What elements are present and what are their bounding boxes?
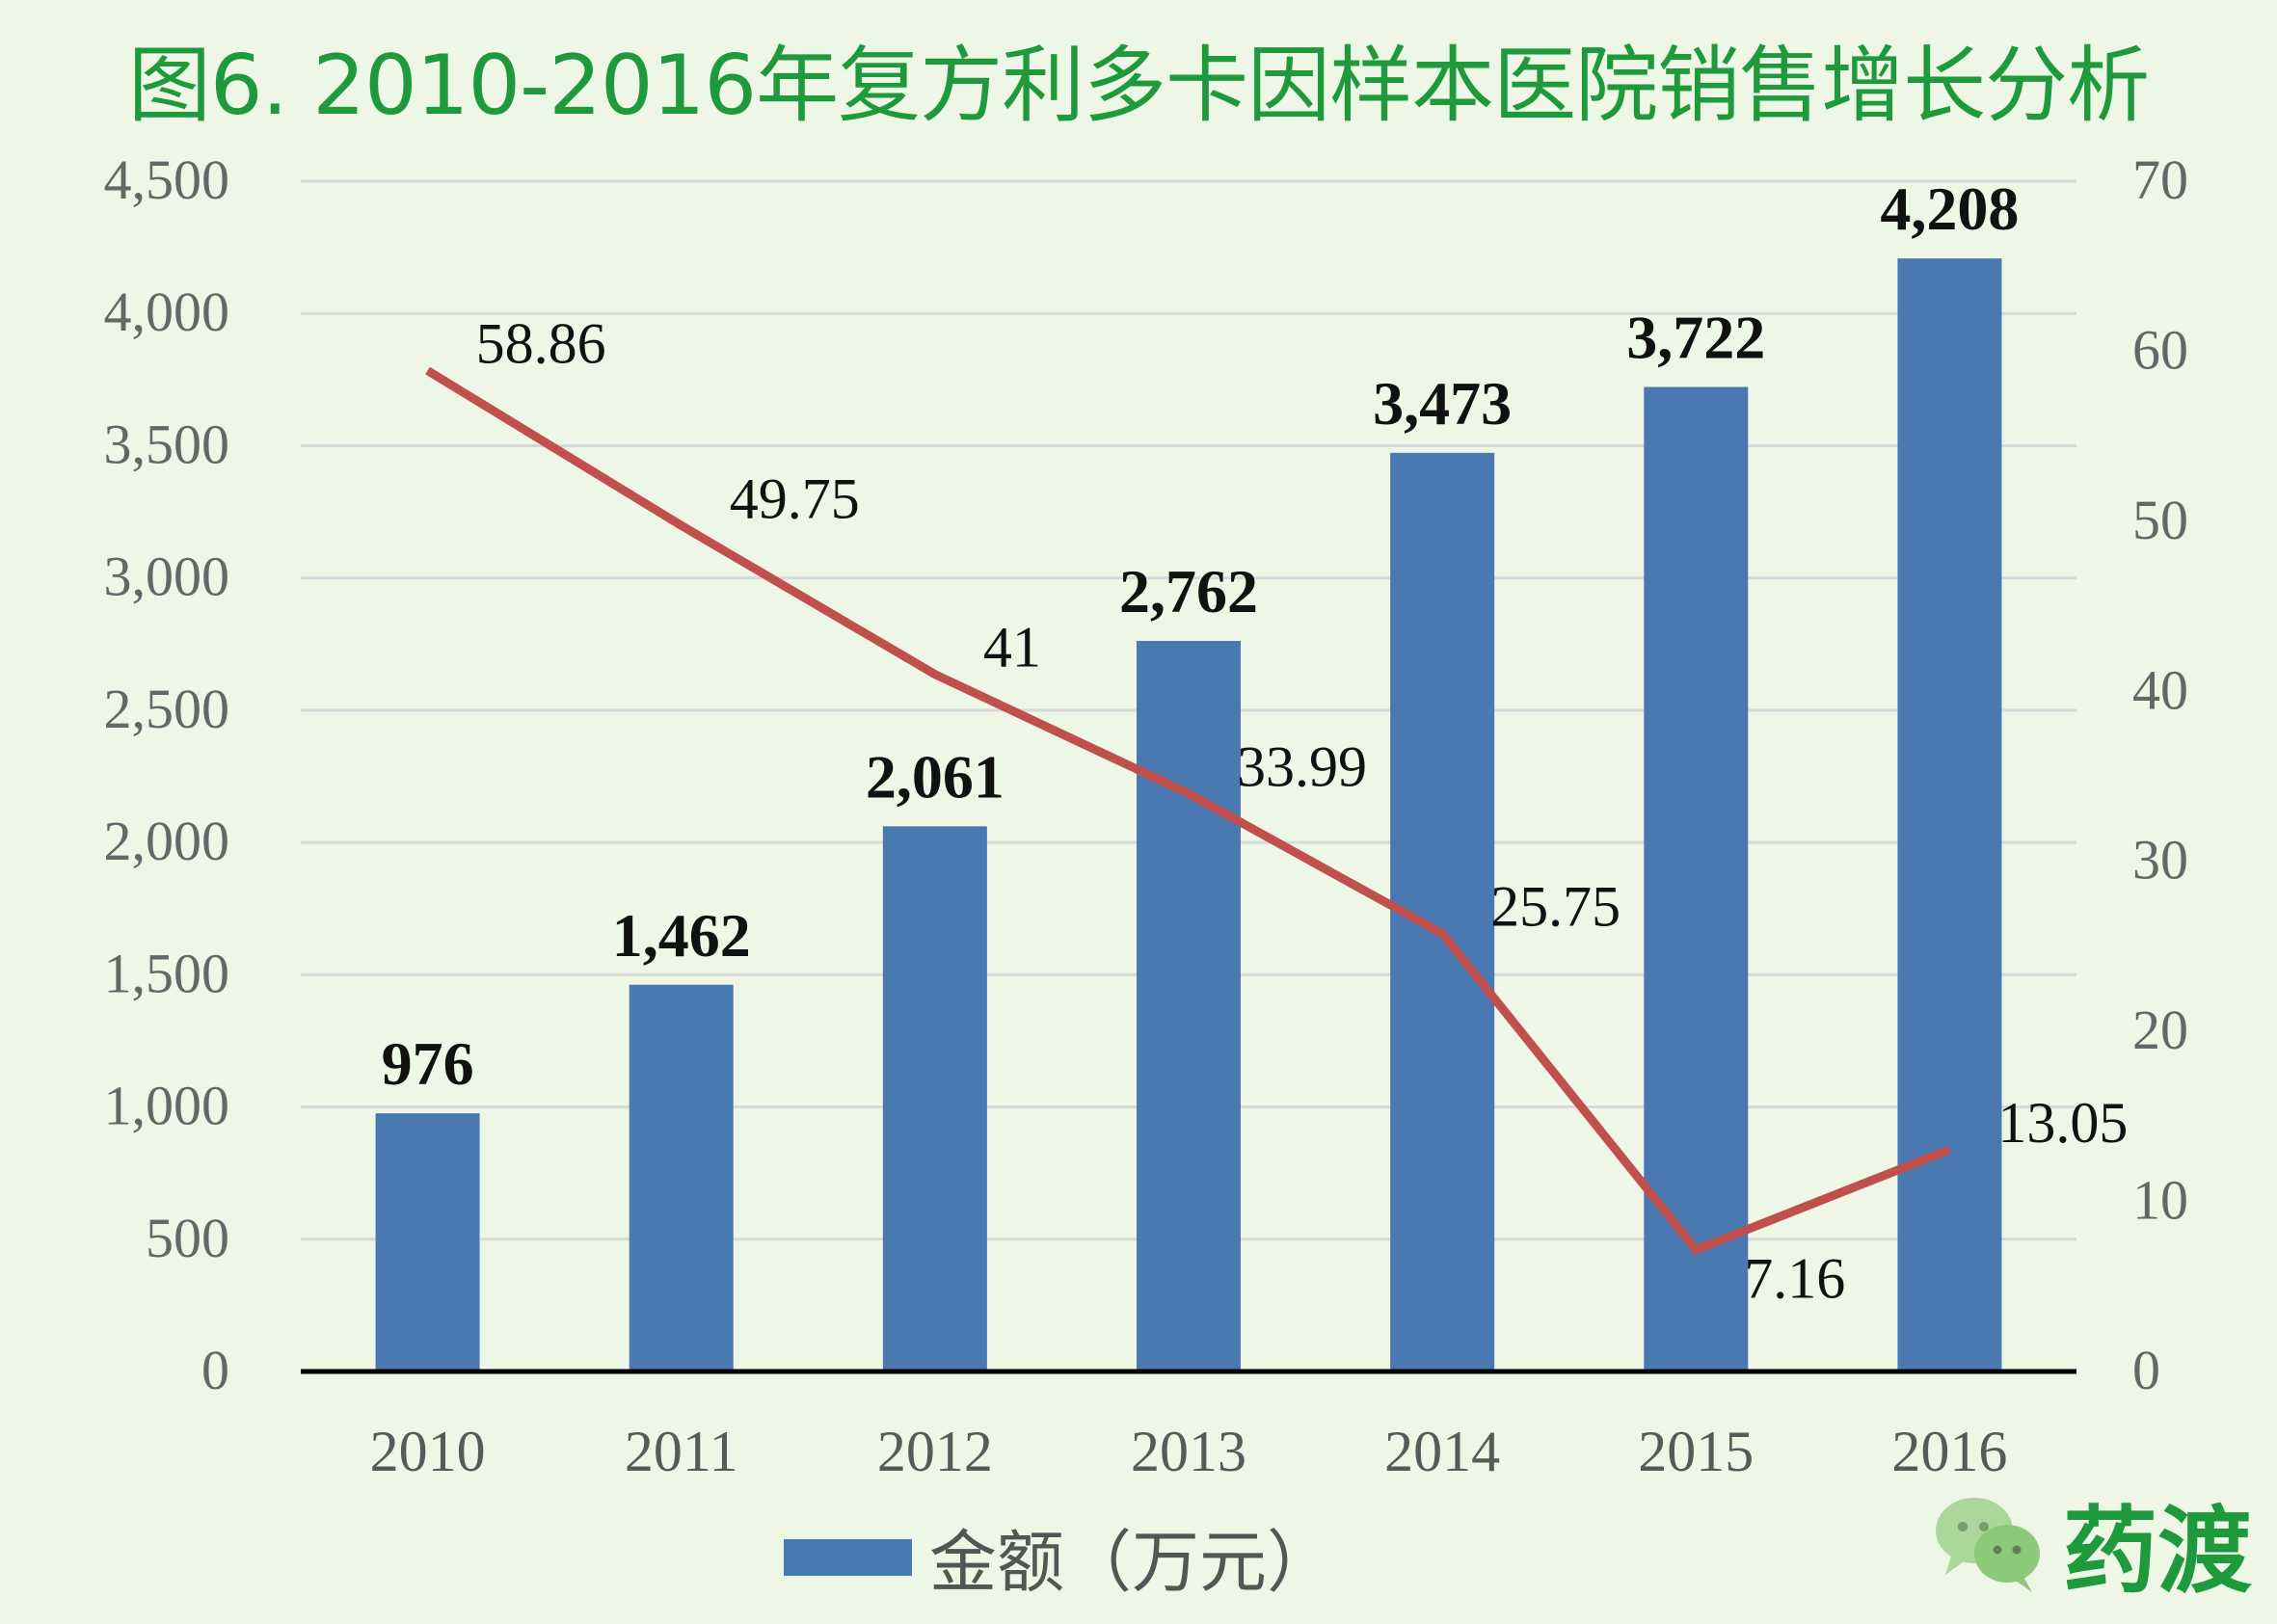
line-data-label: 58.86 <box>476 312 606 376</box>
bar-data-label: 4,208 <box>1880 174 2019 243</box>
chart-title: 图6. 2010-2016年复方利多卡因样本医院销售增长分析 <box>127 38 2150 134</box>
bar-data-label: 976 <box>382 1029 474 1098</box>
y-left-tick-label: 4,500 <box>104 148 230 211</box>
watermark-text: 药渡 <box>2063 1497 2253 1607</box>
x-tick-label: 2015 <box>1638 1420 1754 1483</box>
y-left-tick-label: 3,500 <box>104 413 230 475</box>
x-tick-label: 2016 <box>1891 1420 2007 1483</box>
wechat-icon <box>1936 1498 2040 1592</box>
y-right-tick-label: 50 <box>2132 489 2188 551</box>
bar <box>1644 386 1749 1371</box>
y-right-tick-label: 20 <box>2132 998 2188 1061</box>
legend: 金额（万元） <box>784 1508 1334 1606</box>
bar-data-label: 2,762 <box>1119 557 1258 626</box>
y-left-tick-label: 1,500 <box>104 942 230 1004</box>
y-left-tick-label: 500 <box>146 1207 229 1269</box>
line-data-label: 25.75 <box>1490 875 1621 939</box>
watermark: 药渡 <box>1928 1475 2252 1611</box>
x-tick-label: 2011 <box>625 1420 738 1483</box>
y-left-tick-label: 3,000 <box>104 546 230 608</box>
bar <box>375 1113 480 1371</box>
y-left-tick-label: 1,000 <box>104 1075 230 1137</box>
bar-data-label: 3,473 <box>1373 369 1512 438</box>
y-left-tick-label: 2,500 <box>104 678 230 740</box>
line-data-label: 33.99 <box>1237 734 1367 798</box>
y-right-tick-label: 0 <box>2132 1339 2160 1401</box>
bar <box>882 826 987 1371</box>
y-right-tick-label: 40 <box>2132 658 2188 721</box>
y-right-tick-label: 70 <box>2132 148 2188 211</box>
y-left-tick-label: 0 <box>201 1339 229 1401</box>
legend-label-amount: 金额（万元） <box>929 1523 1334 1602</box>
x-tick-label: 2013 <box>1131 1420 1246 1483</box>
x-tick-label: 2014 <box>1384 1420 1500 1483</box>
bar-data-label: 2,061 <box>866 742 1005 811</box>
y-left-tick-label: 2,000 <box>104 810 230 872</box>
bar <box>1897 258 2002 1371</box>
x-tick-label: 2010 <box>370 1420 486 1483</box>
y-right-tick-label: 10 <box>2132 1169 2188 1232</box>
line-data-label: 49.75 <box>730 466 860 530</box>
line-data-label: 7.16 <box>1744 1247 1845 1311</box>
bar-data-label: 1,462 <box>612 901 751 970</box>
bar-data-label: 3,722 <box>1626 304 1765 372</box>
y-right-tick-label: 60 <box>2132 318 2188 381</box>
x-tick-label: 2012 <box>877 1420 993 1483</box>
bar <box>1137 640 1241 1371</box>
bar <box>629 984 734 1371</box>
growth-line <box>425 366 1952 1256</box>
y-left-tick-label: 4,000 <box>104 280 230 343</box>
y-right-tick-label: 30 <box>2132 829 2188 892</box>
legend-swatch-amount <box>784 1538 912 1576</box>
line-data-label: 13.05 <box>1997 1091 2128 1155</box>
line-data-label: 41 <box>983 616 1041 679</box>
